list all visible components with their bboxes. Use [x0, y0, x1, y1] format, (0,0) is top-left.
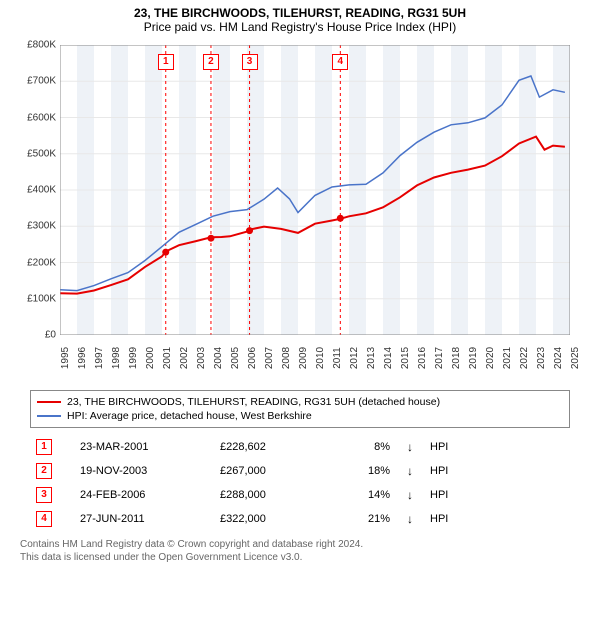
x-tick-label: 2025	[570, 347, 581, 369]
x-axis-labels: 1995 1996 1997 1998 1999 2000 2001 2002 2003 2004…	[60, 338, 570, 388]
sale-vs: HPI	[426, 460, 568, 482]
footer-line-1: Contains HM Land Registry data © Crown c…	[20, 539, 363, 550]
chart-plot	[60, 45, 570, 335]
x-tick-label: 2019	[468, 347, 479, 369]
x-tick-label: 2016	[417, 347, 428, 369]
x-tick-label: 1995	[60, 347, 71, 369]
legend: 23, THE BIRCHWOODS, TILEHURST, READING, …	[30, 390, 570, 428]
sale-vs: HPI	[426, 508, 568, 530]
sale-price: £288,000	[216, 484, 334, 506]
x-tick-label: 2008	[281, 347, 292, 369]
down-arrow-icon: ↓	[396, 508, 424, 530]
x-tick-label: 2021	[502, 347, 513, 369]
chart-area: £0 £100K £200K £300K £400K £500K £600K £700K £80…	[20, 40, 580, 390]
x-tick-label: 2015	[400, 347, 411, 369]
event-marker-4: 4	[332, 54, 348, 70]
sale-diff: 18%	[336, 460, 394, 482]
sale-row: 3 24-FEB-2006£288,00014%↓HPI	[32, 484, 568, 506]
event-marker-1: 1	[158, 54, 174, 70]
x-tick-label: 2006	[247, 347, 258, 369]
sale-date: 23-MAR-2001	[76, 436, 214, 458]
legend-swatch	[37, 415, 61, 417]
chart-title: 23, THE BIRCHWOODS, TILEHURST, READING, …	[10, 6, 590, 34]
legend-swatch	[37, 401, 61, 403]
x-tick-label: 2004	[213, 347, 224, 369]
x-tick-label: 2001	[162, 347, 173, 369]
title-line-2: Price paid vs. HM Land Registry's House …	[10, 20, 590, 34]
x-tick-label: 2012	[349, 347, 360, 369]
x-tick-label: 2018	[451, 347, 462, 369]
x-tick-label: 1998	[111, 347, 122, 369]
footer: Contains HM Land Registry data © Crown c…	[20, 538, 580, 564]
sale-number: 1	[36, 439, 52, 455]
y-tick-label: £500K	[27, 148, 56, 159]
x-tick-label: 2010	[315, 347, 326, 369]
x-tick-label: 2020	[485, 347, 496, 369]
y-tick-label: £600K	[27, 112, 56, 123]
sale-row: 2 19-NOV-2003£267,00018%↓HPI	[32, 460, 568, 482]
legend-item: 23, THE BIRCHWOODS, TILEHURST, READING, …	[37, 395, 563, 409]
sale-vs: HPI	[426, 484, 568, 506]
title-line-1: 23, THE BIRCHWOODS, TILEHURST, READING, …	[10, 6, 590, 20]
x-tick-label: 2014	[383, 347, 394, 369]
down-arrow-icon: ↓	[396, 436, 424, 458]
sales-table: 123-MAR-2001£228,6028%↓HPI219-NOV-2003£2…	[30, 434, 570, 532]
sale-number: 2	[36, 463, 52, 479]
sale-number: 4	[36, 511, 52, 527]
sale-price: £228,602	[216, 436, 334, 458]
x-tick-label: 2003	[196, 347, 207, 369]
y-tick-label: £700K	[27, 76, 56, 87]
x-tick-label: 2005	[230, 347, 241, 369]
event-marker-3: 3	[242, 54, 258, 70]
sale-diff: 8%	[336, 436, 394, 458]
event-marker-2: 2	[203, 54, 219, 70]
x-tick-label: 2024	[553, 347, 564, 369]
x-tick-label: 1996	[77, 347, 88, 369]
sale-date: 19-NOV-2003	[76, 460, 214, 482]
x-tick-label: 2022	[519, 347, 530, 369]
down-arrow-icon: ↓	[396, 460, 424, 482]
y-tick-label: £800K	[27, 40, 56, 51]
x-tick-label: 2000	[145, 347, 156, 369]
x-tick-label: 2013	[366, 347, 377, 369]
sale-diff: 21%	[336, 508, 394, 530]
sale-price: £322,000	[216, 508, 334, 530]
sale-date: 24-FEB-2006	[76, 484, 214, 506]
x-tick-label: 2002	[179, 347, 190, 369]
x-tick-label: 2009	[298, 347, 309, 369]
legend-text: 23, THE BIRCHWOODS, TILEHURST, READING, …	[67, 396, 440, 408]
down-arrow-icon: ↓	[396, 484, 424, 506]
sale-price: £267,000	[216, 460, 334, 482]
sale-row: 1 23-MAR-2001£228,6028%↓HPI	[32, 436, 568, 458]
x-tick-label: 1997	[94, 347, 105, 369]
y-tick-label: £300K	[27, 221, 56, 232]
y-axis-labels: £0£100K£200K£300K£400K£500K£600K£700K£80…	[20, 45, 58, 335]
x-tick-label: 1999	[128, 347, 139, 369]
footer-line-2: This data is licensed under the Open Gov…	[20, 552, 302, 563]
sale-row: 4 27-JUN-2011£322,00021%↓HPI	[32, 508, 568, 530]
y-tick-label: £0	[45, 330, 56, 341]
y-tick-label: £200K	[27, 257, 56, 268]
y-tick-label: £400K	[27, 185, 56, 196]
sale-diff: 14%	[336, 484, 394, 506]
y-tick-label: £100K	[27, 293, 56, 304]
x-tick-label: 2023	[536, 347, 547, 369]
x-tick-label: 2007	[264, 347, 275, 369]
sale-date: 27-JUN-2011	[76, 508, 214, 530]
sale-vs: HPI	[426, 436, 568, 458]
x-tick-label: 2017	[434, 347, 445, 369]
legend-item: HPI: Average price, detached house, West…	[37, 409, 563, 423]
sale-number: 3	[36, 487, 52, 503]
legend-text: HPI: Average price, detached house, West…	[67, 410, 312, 422]
x-tick-label: 2011	[332, 347, 343, 369]
